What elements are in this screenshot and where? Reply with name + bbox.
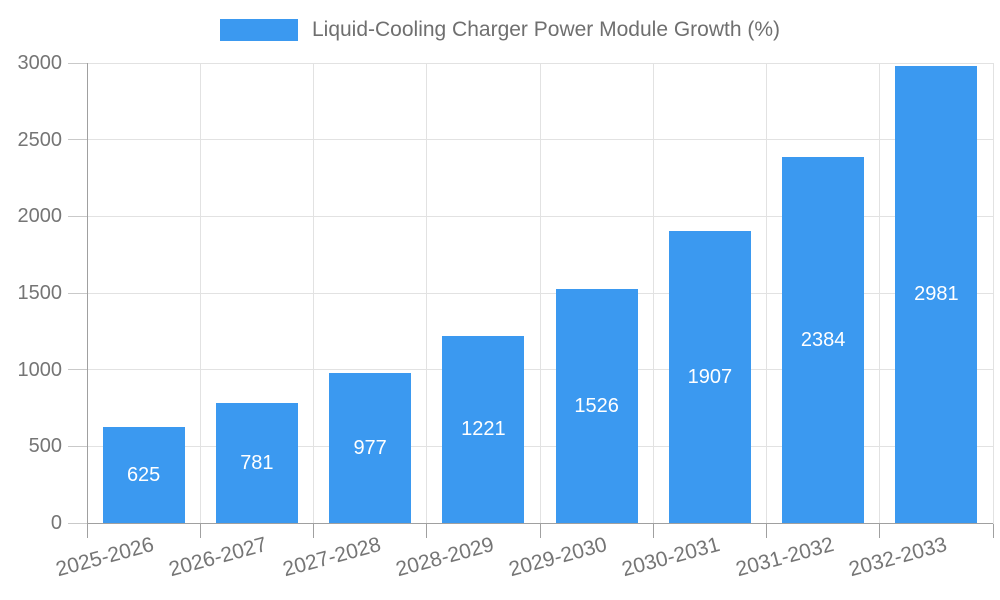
v-gridline — [199, 63, 201, 524]
y-axis-tick-label: 2000 — [17, 205, 63, 228]
y-axis-tick-label: 0 — [50, 512, 62, 534]
x-axis-tick — [879, 524, 881, 538]
y-axis-tick — [68, 139, 87, 141]
y-axis-tick-label: 3000 — [17, 52, 63, 74]
bar-value-label: 2981 — [914, 283, 959, 306]
x-axis-tick — [652, 524, 654, 538]
y-axis-tick-label: 1500 — [17, 282, 63, 304]
v-gridline — [426, 63, 428, 524]
bar-value-label: 1907 — [687, 365, 733, 388]
x-axis-label: 2032-2033 — [846, 533, 950, 582]
bar-value-label: 1221 — [461, 418, 506, 441]
y-axis-tick-label: 500 — [28, 435, 62, 458]
y-axis-tick — [68, 292, 87, 294]
bar-value-label: 2384 — [800, 329, 846, 352]
x-axis-label: 2031-2032 — [733, 533, 837, 582]
x-axis-tick — [766, 524, 767, 538]
x-axis-tick — [992, 524, 994, 538]
bar[interactable] — [329, 373, 412, 523]
y-axis-tick — [68, 62, 87, 64]
y-axis-tick — [68, 215, 87, 217]
y-axis-tick — [68, 522, 87, 524]
x-axis-label: 2029-2030 — [506, 533, 610, 582]
bar-value-label: 977 — [353, 437, 387, 460]
x-axis-label: 2026-2027 — [166, 533, 270, 582]
y-axis-tick — [68, 369, 87, 371]
bar-value-label: 781 — [240, 452, 274, 475]
x-axis-tick — [426, 524, 428, 538]
bar[interactable] — [668, 230, 751, 523]
y-axis-tick-label: 2500 — [17, 128, 63, 151]
x-axis-label: 2028-2029 — [393, 533, 497, 582]
bar[interactable] — [215, 403, 298, 523]
x-axis-label: 2027-2028 — [280, 533, 384, 582]
y-axis-tick-label: 1000 — [17, 358, 63, 381]
bar-value-label: 625 — [126, 464, 161, 487]
bar[interactable] — [782, 157, 865, 523]
v-gridline — [879, 63, 881, 524]
x-axis-line — [87, 523, 993, 524]
bar[interactable] — [555, 289, 638, 523]
v-gridline — [313, 63, 314, 524]
y-axis-line — [86, 63, 88, 524]
x-axis-label: 2030-2031 — [619, 533, 723, 582]
legend-label: Liquid-Cooling Charger Power Module Grow… — [311, 18, 781, 41]
v-gridline — [992, 63, 994, 524]
bar[interactable] — [895, 65, 978, 523]
y-axis-tick — [68, 445, 87, 447]
bar-value-label: 1526 — [574, 395, 619, 417]
x-axis-label: 2025-2026 — [53, 533, 157, 582]
x-axis-tick — [86, 524, 88, 538]
bar[interactable] — [442, 335, 525, 523]
v-gridline — [652, 63, 654, 524]
x-axis-tick — [199, 524, 201, 538]
x-axis-tick — [539, 524, 541, 538]
x-axis-tick — [313, 524, 314, 538]
bar[interactable] — [102, 427, 185, 523]
v-gridline — [766, 63, 767, 524]
legend-swatch-icon[interactable] — [219, 19, 298, 41]
v-gridline — [539, 63, 541, 524]
legend[interactable]: Liquid-Cooling Charger Power Module Grow… — [0, 18, 1000, 42]
